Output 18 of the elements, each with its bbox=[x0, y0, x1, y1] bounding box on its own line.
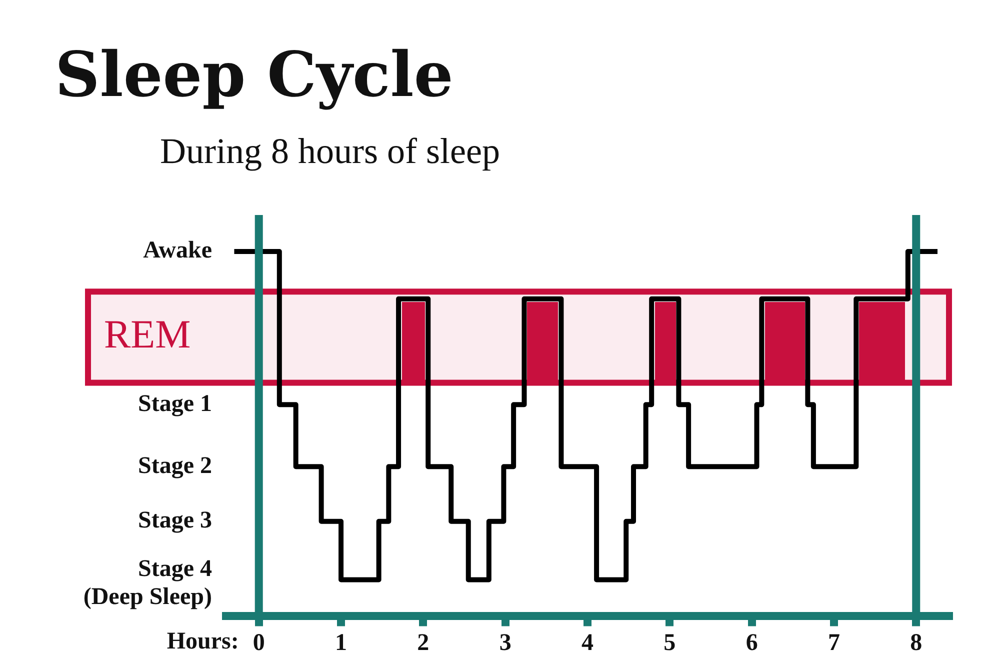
x-axis-title: Hours: bbox=[166, 628, 239, 654]
x-tick-label: 2 bbox=[417, 630, 430, 656]
x-tick-label: 5 bbox=[664, 630, 676, 656]
x-tick-label: 6 bbox=[746, 630, 758, 656]
text: Stage 2 bbox=[138, 452, 212, 479]
text: Stage 4 (Deep Sleep) bbox=[83, 556, 212, 610]
x-tick-label: 0 bbox=[252, 630, 265, 656]
x-tick-label: 4 bbox=[582, 630, 594, 656]
text: Stage 1 bbox=[138, 390, 212, 417]
band-label: REM bbox=[104, 312, 191, 357]
x-tick-label: 1 bbox=[335, 630, 348, 656]
chart-subtitle: During 8 hours of sleep bbox=[160, 130, 500, 172]
x-tick-label: 3 bbox=[499, 630, 512, 656]
x-tick-label: 8 bbox=[910, 630, 922, 656]
text: Stage 3 bbox=[138, 508, 212, 534]
chart-title: Sleep Cycle bbox=[55, 38, 454, 111]
x-tick-label: 7 bbox=[828, 630, 840, 656]
text: Awake bbox=[143, 238, 212, 264]
